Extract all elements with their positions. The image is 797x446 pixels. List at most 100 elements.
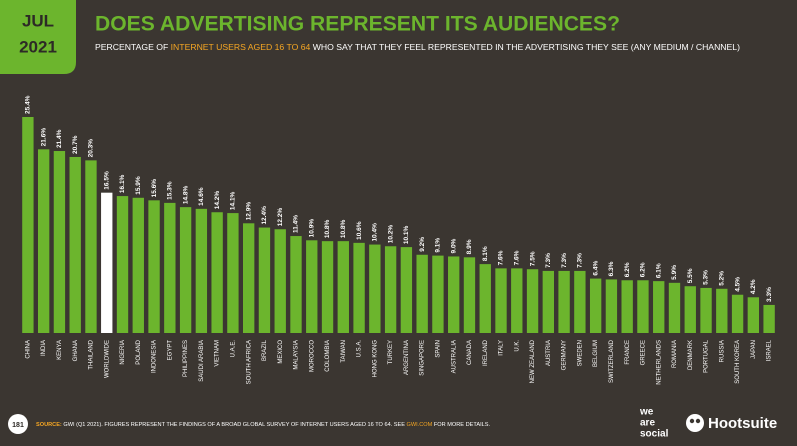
owl-eye	[689, 418, 695, 424]
value-label: 10.6%	[356, 221, 363, 240]
value-label: 7.6%	[498, 250, 505, 265]
x-tick-label: COLOMBIA	[325, 340, 331, 372]
x-tick-label: SOUTH KOREA	[735, 340, 741, 384]
x-tick-label: HONG KONG	[372, 340, 378, 378]
bar	[321, 241, 334, 333]
x-tick-label: NETHERLANDS	[656, 340, 662, 385]
value-label: 7.3%	[561, 253, 568, 268]
bar	[306, 240, 318, 333]
bar	[574, 270, 586, 333]
bar	[274, 229, 286, 333]
x-tick-label: TURKEY	[388, 340, 394, 364]
bar	[416, 254, 428, 333]
x-tick-label: MALAYSIA	[294, 340, 300, 370]
bar	[526, 269, 539, 333]
x-tick-label: SPAIN	[436, 340, 442, 358]
x-tick-label: U.K.	[514, 340, 520, 352]
value-label: 10.8%	[340, 220, 347, 239]
bar	[227, 213, 239, 333]
value-label: 15.6%	[151, 179, 158, 198]
x-tick-label: FRANCE	[625, 340, 631, 365]
bar	[195, 208, 208, 333]
bar	[495, 268, 507, 333]
value-label: 15.3%	[167, 181, 174, 200]
bar	[479, 264, 491, 333]
source-link: GWI.COM	[407, 422, 433, 428]
x-tick-label: SWEDEN	[577, 340, 583, 366]
page-badge	[8, 414, 28, 434]
value-label: 11.4%	[293, 215, 300, 233]
x-tick-label: AUSTRALIA	[451, 340, 457, 373]
value-label: 10.8%	[324, 220, 331, 239]
value-label: 9.1%	[435, 238, 442, 253]
value-label: 12.2%	[277, 208, 284, 227]
value-label: 7.6%	[514, 250, 521, 265]
value-label: 6.2%	[640, 262, 647, 277]
x-tick-label: BRAZIL	[262, 339, 268, 361]
x-tick-label: DENMARK	[688, 340, 694, 370]
x-tick-label: MEXICO	[278, 340, 284, 364]
value-label: 14.1%	[230, 191, 237, 210]
value-label: 4.5%	[734, 277, 741, 292]
source-note: SOURCE: GWI (Q1 2021). FIGURES REPRESENT…	[36, 422, 490, 428]
value-label: 12.9%	[245, 202, 252, 221]
bar	[605, 279, 618, 333]
bar	[384, 246, 397, 333]
x-tick-label: NIGERIA	[120, 340, 126, 365]
bar	[179, 207, 192, 333]
chart-subtitle: PERCENTAGE OF INTERNET USERS AGED 16 TO …	[95, 43, 740, 52]
bar	[463, 257, 476, 333]
x-tick-label: INDIA	[41, 340, 47, 356]
bar	[432, 255, 444, 333]
bar	[511, 268, 523, 333]
value-label: 3.3%	[766, 287, 773, 302]
subtitle-part: WHO SAY THAT THEY FEEL REPRESENTED IN TH…	[310, 43, 740, 52]
bar	[558, 270, 570, 333]
x-tick-label: SINGAPORE	[420, 340, 426, 376]
owl-eye	[695, 418, 701, 424]
value-label: 6.4%	[592, 261, 599, 276]
x-tick-label: TAIWAN	[341, 340, 347, 363]
value-label: 10.1%	[403, 225, 410, 244]
x-tick-label: U.S.A.	[357, 340, 363, 358]
chart-title: DOES ADVERTISING REPRESENT ITS AUDIENCES…	[95, 13, 620, 36]
bar	[747, 297, 760, 333]
value-label: 8.1%	[482, 246, 489, 261]
bar	[101, 192, 113, 333]
value-label: 6.2%	[624, 262, 631, 277]
x-tick-label: PHILIPPINES	[183, 340, 189, 377]
bar	[400, 247, 413, 333]
x-tick-label: WORLDWIDE	[104, 340, 110, 378]
value-label: 25.4%	[25, 95, 32, 114]
bar	[763, 304, 775, 333]
bar	[700, 287, 712, 333]
x-tick-label: SOUTH AFRICA	[246, 340, 252, 384]
owl-icon	[686, 414, 704, 432]
x-tick-label: EGYPT	[167, 340, 173, 361]
value-label: 10.2%	[387, 225, 394, 244]
bar	[731, 294, 744, 333]
value-label: 9.2%	[419, 237, 426, 252]
value-label: 7.3%	[545, 253, 552, 268]
bar	[369, 244, 381, 333]
value-label: 14.6%	[198, 187, 205, 206]
bar	[22, 117, 34, 333]
bar	[637, 280, 649, 333]
value-label: 6.3%	[608, 261, 615, 276]
bar	[211, 212, 223, 333]
bar	[132, 197, 144, 333]
bar	[716, 288, 728, 333]
subtitle-part: PERCENTAGE OF	[95, 43, 171, 52]
x-tick-label: MOROCCO	[309, 340, 315, 372]
x-tick-label: RUSSIA	[719, 340, 725, 362]
bar	[684, 286, 696, 333]
value-label: 12.4%	[261, 206, 268, 225]
bar	[242, 223, 255, 333]
bar	[53, 151, 66, 333]
date-month: JUL	[22, 11, 54, 30]
x-tick-label: ROMANIA	[672, 340, 678, 368]
value-label: 16.1%	[119, 174, 126, 193]
x-tick-label: GREECE	[641, 340, 647, 365]
x-tick-label: VIETNAM	[215, 340, 221, 367]
